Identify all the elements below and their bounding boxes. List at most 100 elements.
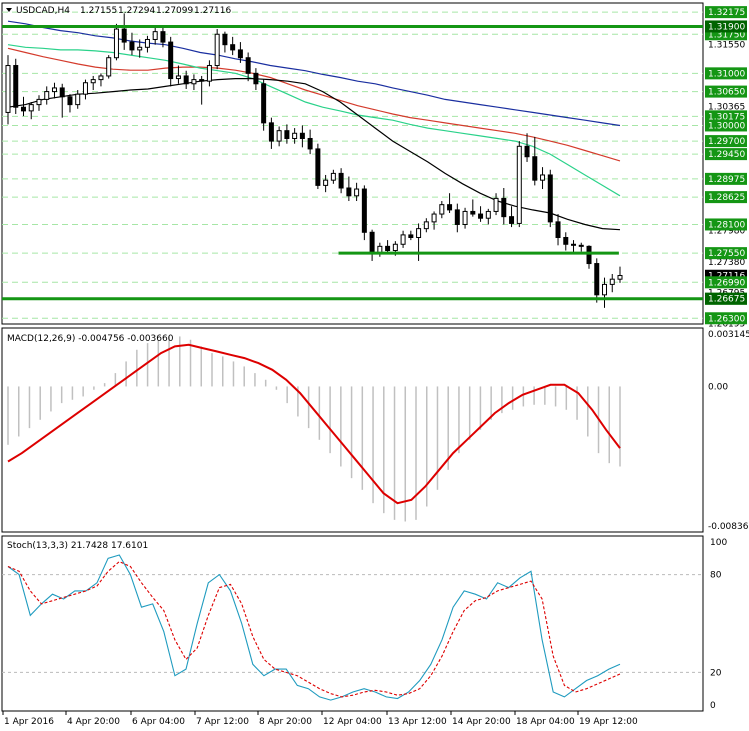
- price-tag: 1.27550: [705, 247, 747, 260]
- candle-body: [36, 98, 42, 106]
- candle-body: [230, 44, 236, 51]
- price-tag: 1.29450: [705, 148, 747, 161]
- candle: [175, 65, 181, 84]
- candle-body: [90, 79, 96, 84]
- price-tag-box: [705, 110, 747, 123]
- price-tag: 1.31000: [705, 67, 747, 80]
- candle: [501, 187, 507, 225]
- macd-pane-border: [1, 327, 704, 533]
- candle: [462, 207, 468, 229]
- ma-cyan-line: [7, 44, 621, 197]
- price-tag-label: 1.30000: [708, 121, 745, 131]
- candle: [423, 218, 429, 233]
- candle-body: [602, 283, 608, 296]
- candle: [361, 185, 367, 241]
- candle-body: [470, 210, 476, 215]
- candle: [524, 133, 530, 162]
- candlestick-series: [5, 13, 623, 308]
- candle-body: [199, 79, 205, 82]
- candle: [121, 13, 127, 50]
- candle: [237, 42, 243, 63]
- candle: [555, 214, 561, 246]
- candle: [206, 60, 212, 87]
- price-tag-box: [705, 148, 747, 161]
- candle-body: [5, 65, 11, 113]
- candle: [578, 242, 584, 252]
- candle-body: [485, 210, 491, 219]
- ohlc-low: 1.27099: [156, 6, 193, 16]
- candle: [268, 117, 274, 149]
- price-tag: 1.26300: [705, 312, 747, 325]
- time-tick-label: 7 Apr 12:00: [196, 717, 249, 727]
- price-tag-label: 1.26300: [708, 314, 745, 324]
- time-tick-label: 19 Apr 12:00: [579, 717, 638, 727]
- candle: [571, 240, 577, 254]
- price-tag-label: 1.27550: [708, 249, 745, 259]
- candle: [261, 79, 267, 131]
- candle-body: [571, 243, 577, 246]
- stochastic-pane: 100 80 20 0 Stoch(13,3,3) 21.7428 17.6101: [1, 535, 727, 712]
- macd-tick-label: 0.003145: [708, 330, 749, 340]
- candle-body: [121, 28, 127, 43]
- candle-body: [563, 236, 569, 245]
- candle-body: [152, 31, 158, 40]
- price-tag-label: 1.30650: [708, 88, 745, 98]
- price-tag-label: 1.31000: [708, 69, 745, 79]
- candle-body: [106, 57, 112, 77]
- candle: [98, 73, 104, 87]
- price-tag-box: [705, 6, 747, 19]
- candle-body: [423, 221, 429, 230]
- candle: [439, 201, 445, 219]
- price-tag: 1.30000: [705, 119, 747, 132]
- candle: [385, 240, 391, 254]
- price-tick-label: 1.27380: [708, 258, 745, 268]
- candle-body: [237, 49, 243, 59]
- candle: [563, 232, 569, 251]
- candle: [509, 206, 515, 228]
- candle-body: [385, 245, 391, 252]
- candle-body: [315, 148, 321, 186]
- candle-body: [222, 33, 228, 46]
- candle: [284, 124, 290, 144]
- candle-body: [214, 33, 220, 67]
- candle-body: [160, 31, 166, 43]
- macd-axis: 0.003145 0.00 -0.008369: [708, 330, 749, 532]
- price-tag-box: [705, 85, 747, 98]
- candle: [485, 208, 491, 225]
- candle-body: [13, 65, 19, 108]
- level-tag: 1.26675: [705, 292, 747, 305]
- time-axis: 1 Apr 2016 4 Apr 20:00 6 Apr 04:00 7 Apr 12…: [2, 711, 638, 727]
- candle-body: [183, 75, 189, 85]
- candle-body: [113, 28, 119, 59]
- stochastic-levels: [2, 574, 703, 673]
- stochastic-tick-label: 20: [710, 668, 722, 678]
- candle: [245, 52, 251, 82]
- collapse-triangle-icon[interactable]: [6, 8, 12, 12]
- macd-tick-label: 0.00: [708, 382, 728, 392]
- candle: [315, 143, 321, 190]
- candle-body: [369, 231, 375, 254]
- price-tick-label: 1.31550: [708, 41, 745, 51]
- candle-body: [129, 41, 135, 51]
- candle-body: [617, 275, 623, 280]
- price-tick-label: 1.26195: [708, 320, 745, 330]
- candle: [75, 90, 81, 109]
- candle: [13, 58, 19, 114]
- candle: [36, 95, 42, 111]
- price-pane-border: [1, 2, 704, 325]
- candle: [330, 169, 336, 184]
- candle-body: [609, 278, 615, 285]
- candle: [152, 26, 158, 45]
- candle-body: [82, 82, 88, 95]
- candle-body: [168, 41, 174, 80]
- candle-body: [191, 79, 197, 85]
- candle-body: [268, 122, 274, 142]
- candle: [214, 29, 220, 70]
- candle-body: [276, 130, 282, 142]
- price-tag: 1.28975: [705, 172, 747, 185]
- candle-body: [20, 106, 26, 112]
- candle: [191, 74, 197, 91]
- time-tick-label: 18 Apr 04:00: [516, 717, 575, 727]
- stochastic-tick-label: 0: [710, 701, 716, 711]
- time-tick-label: 12 Apr 04:00: [323, 717, 382, 727]
